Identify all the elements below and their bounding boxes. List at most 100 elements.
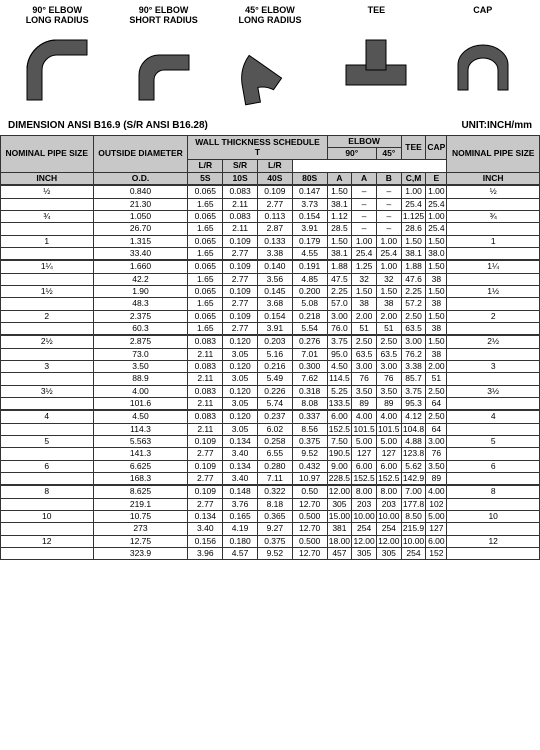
cell: 3.68 bbox=[257, 298, 292, 310]
cell: – bbox=[352, 198, 377, 210]
cell: 2½ bbox=[447, 335, 540, 348]
diagram-title: CAP bbox=[473, 5, 492, 15]
cell: 5 bbox=[1, 436, 94, 448]
cell: 0.109 bbox=[223, 235, 258, 247]
cell: 3.75 bbox=[327, 335, 352, 348]
cell: 88.9 bbox=[93, 373, 188, 385]
cell: 0.840 bbox=[93, 185, 188, 198]
table-row: 73.02.113.055.167.0195.063.563.576.238 bbox=[1, 348, 540, 360]
cell: 0.216 bbox=[257, 360, 292, 372]
cell: 127 bbox=[376, 448, 401, 460]
cell: 0.133 bbox=[257, 235, 292, 247]
cell: – bbox=[352, 210, 377, 222]
cell: 0.113 bbox=[257, 210, 292, 222]
cell: 5.00 bbox=[376, 436, 401, 448]
cell: 63.5 bbox=[352, 348, 377, 360]
cell: 215.9 bbox=[401, 523, 426, 535]
cell: 76 bbox=[376, 373, 401, 385]
cell: 0.120 bbox=[223, 385, 258, 397]
cell: 0.134 bbox=[223, 460, 258, 472]
cell: 1½ bbox=[447, 285, 540, 297]
cell: 2.25 bbox=[401, 285, 426, 297]
cell: 4.57 bbox=[223, 548, 258, 560]
cell: 2.11 bbox=[223, 223, 258, 235]
cell: 2 bbox=[1, 310, 94, 322]
cell: 8 bbox=[447, 485, 540, 498]
cell: 38 bbox=[426, 273, 447, 285]
table-row: 3½4.000.0830.1200.2260.3185.253.503.503.… bbox=[1, 385, 540, 397]
cell: 8.00 bbox=[352, 485, 377, 498]
cell: 1.050 bbox=[93, 210, 188, 222]
cell: 1.00 bbox=[376, 260, 401, 273]
cell: 2.50 bbox=[426, 385, 447, 397]
cell: 1.88 bbox=[401, 260, 426, 273]
col-tee: TEE bbox=[401, 135, 426, 160]
cell: 10.00 bbox=[376, 511, 401, 523]
cell bbox=[1, 473, 94, 486]
cell bbox=[447, 273, 540, 285]
cell bbox=[447, 298, 540, 310]
col-nps: NOMINAL PIPE SIZE bbox=[1, 135, 94, 172]
cell: 1½ bbox=[1, 285, 94, 297]
cell: 3 bbox=[1, 360, 94, 372]
cell: 95.0 bbox=[327, 348, 352, 360]
cell: 3.40 bbox=[223, 473, 258, 486]
cell bbox=[1, 198, 94, 210]
col-sr90: S/R bbox=[223, 160, 258, 172]
cell: 1.65 bbox=[188, 198, 223, 210]
cell: 0.109 bbox=[223, 260, 258, 273]
cell: 12.75 bbox=[93, 535, 188, 547]
cell: 0.50 bbox=[292, 485, 327, 498]
cell: 0.375 bbox=[292, 436, 327, 448]
cell: 3.38 bbox=[257, 247, 292, 260]
cell: 0.300 bbox=[292, 360, 327, 372]
cell: 1 bbox=[447, 235, 540, 247]
cell: 0.083 bbox=[188, 360, 223, 372]
table-row: 44.500.0830.1200.2370.3376.004.004.004.1… bbox=[1, 410, 540, 423]
table-row: 48.31.652.773.685.0857.0383857.238 bbox=[1, 298, 540, 310]
cell: 2.11 bbox=[223, 198, 258, 210]
cell: 123.8 bbox=[401, 448, 426, 460]
cell: 26.70 bbox=[93, 223, 188, 235]
cell: 0.203 bbox=[257, 335, 292, 348]
diagram-90-short: 90° ELBOWSHORT RADIUS bbox=[114, 6, 214, 110]
cell: 3.91 bbox=[292, 223, 327, 235]
col-40s: 40S bbox=[257, 172, 292, 185]
cell bbox=[447, 322, 540, 335]
cell: 133.5 bbox=[327, 398, 352, 411]
cell: 89 bbox=[376, 398, 401, 411]
cell: 0.337 bbox=[292, 410, 327, 423]
diagram-subtitle: SHORT RADIUS bbox=[129, 15, 198, 25]
cell: 60.3 bbox=[93, 322, 188, 335]
cell bbox=[1, 298, 94, 310]
cell: 228.5 bbox=[327, 473, 352, 486]
cell: 0.134 bbox=[188, 511, 223, 523]
cell: 0.065 bbox=[188, 235, 223, 247]
table-row: 33.500.0830.1200.2160.3004.503.003.003.3… bbox=[1, 360, 540, 372]
cell: 2 bbox=[447, 310, 540, 322]
cell: 1.50 bbox=[327, 185, 352, 198]
cell: 0.148 bbox=[223, 485, 258, 498]
cell: 38.1 bbox=[327, 247, 352, 260]
cell: 1.65 bbox=[188, 223, 223, 235]
col-90: 90° bbox=[327, 148, 376, 160]
cell: 8.00 bbox=[376, 485, 401, 498]
cell: 0.065 bbox=[188, 285, 223, 297]
diagram-title: 90° ELBOW bbox=[139, 5, 189, 15]
cell: 95.3 bbox=[401, 398, 426, 411]
cell: 3.40 bbox=[188, 523, 223, 535]
cell: 1.50 bbox=[401, 235, 426, 247]
col-a2: A bbox=[352, 172, 377, 185]
cell: 4.00 bbox=[426, 485, 447, 498]
cell: 2.25 bbox=[327, 285, 352, 297]
cell: 2.375 bbox=[93, 310, 188, 322]
cell: 4.85 bbox=[292, 273, 327, 285]
col-inch2: INCH bbox=[447, 172, 540, 185]
cell: 4.55 bbox=[292, 247, 327, 260]
cell: 0.083 bbox=[188, 385, 223, 397]
cell: 0.179 bbox=[292, 235, 327, 247]
cell bbox=[447, 198, 540, 210]
cell: 203 bbox=[352, 498, 377, 510]
cell: 168.3 bbox=[93, 473, 188, 486]
cell: 254 bbox=[376, 523, 401, 535]
